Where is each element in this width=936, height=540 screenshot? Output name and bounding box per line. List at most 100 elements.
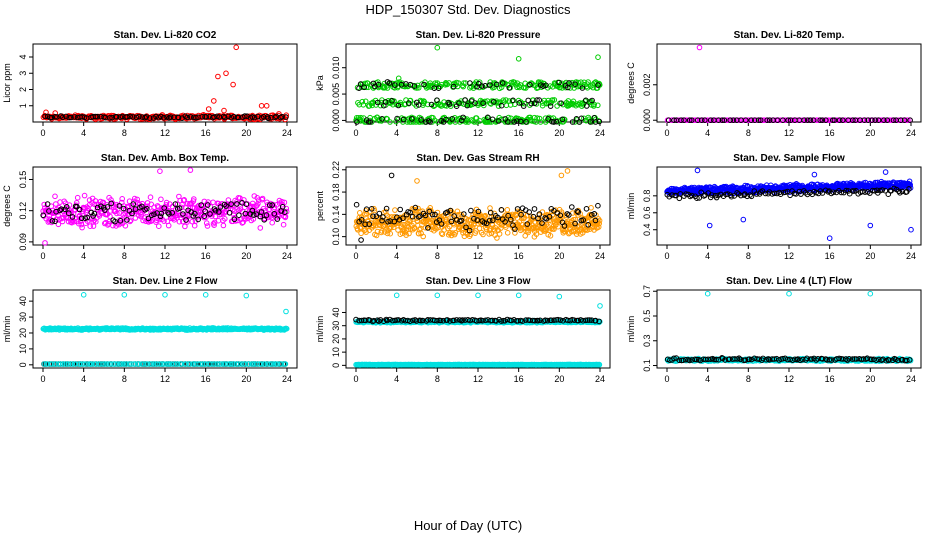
data-point [556,293,563,300]
x-tick-label: 16 [514,251,524,261]
data-point [499,80,506,86]
x-tick-label: 12 [784,251,794,261]
data-point [553,118,560,125]
data-point [147,194,154,200]
data-point [129,210,135,217]
data-point [494,235,500,241]
data-point [537,119,544,125]
data-point [136,113,142,120]
y-axis-label: ml/min [315,316,325,343]
data-point [54,114,60,120]
y-tick-label: 0.6 [642,207,652,220]
data-point [531,206,538,212]
data-point [855,117,861,123]
y-tick-label: 30 [18,312,28,322]
y-tick-label: 0.005 [331,83,341,106]
data-point [358,114,364,121]
y-tick-label: 0.10 [331,228,341,246]
data-point [191,222,198,229]
data-point [161,205,167,211]
x-tick-label: 20 [865,374,875,384]
x-tick-label: 0 [40,374,45,384]
x-tick-label: 20 [554,251,564,261]
y-axis-label: Licor ppm [2,63,12,103]
data-point [94,204,101,211]
data-point [484,114,491,121]
data-point [409,116,415,122]
data-point [187,167,194,173]
data-point [44,201,51,207]
data-point [130,114,136,120]
data-point [219,210,226,216]
y-tick-label: 30 [331,321,341,331]
data-point [698,117,705,123]
y-tick-label: 0.15 [18,171,28,189]
data-point [452,212,458,218]
data-point [387,230,394,237]
data-point [555,223,562,230]
data-point [400,116,407,123]
data-point [162,292,168,298]
data-point [382,99,389,105]
y-tick-label: 4 [18,54,28,59]
data-point [161,114,167,121]
data-point [104,204,111,210]
data-point [810,117,817,123]
x-tick-label: 0 [664,374,669,384]
x-tick-label: 12 [160,374,170,384]
data-point [278,210,285,216]
data-point [558,172,565,179]
data-point [671,117,677,123]
x-tick-label: 16 [201,374,211,384]
data-point [418,117,424,123]
data-point [211,222,217,228]
y-tick-label: 0.7 [642,285,652,298]
data-point [780,117,786,123]
data-point [872,117,879,123]
data-point [228,114,235,121]
data-point [393,292,400,299]
data-point [406,230,412,237]
data-point [176,205,183,211]
panel-title: Stan. Dev. Line 3 Flow [426,276,531,287]
data-point [117,218,124,224]
y-tick-label: 0.002 [642,74,652,97]
data-point [454,208,461,215]
data-point [395,102,402,109]
data-point [836,117,843,123]
x-tick-label: 8 [435,251,440,261]
data-point [475,292,481,299]
data-point [377,102,384,109]
data-point [695,117,701,123]
data-point [595,54,601,61]
data-point [534,97,540,103]
data-point [681,117,687,123]
data-point [202,292,209,298]
data-point [416,102,422,108]
x-tick-label: 0 [353,374,358,384]
data-point [536,115,543,122]
data-point [74,194,81,201]
data-point [443,116,449,123]
data-point [392,82,398,88]
data-point [826,235,833,241]
data-point [71,218,77,225]
data-point [239,220,245,226]
data-point [850,117,856,123]
data-point [189,218,196,225]
data-point [174,214,180,221]
data-point [384,116,391,122]
data-point [498,225,504,231]
data-point [504,207,511,213]
data-point [455,80,462,86]
series-1 [40,44,290,123]
data-point [445,99,452,106]
data-point [865,117,872,123]
data-point [359,98,366,105]
data-point [158,113,164,120]
data-point [139,114,146,120]
data-point [527,102,533,108]
